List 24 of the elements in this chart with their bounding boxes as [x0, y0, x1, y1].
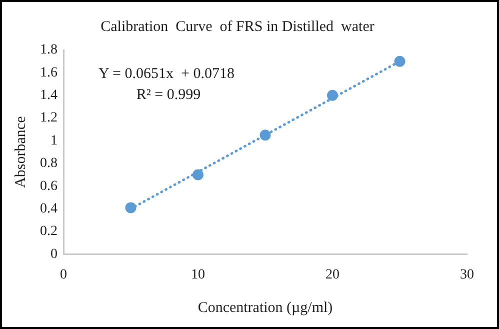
x-axis-title: Concentration (µg/ml) [198, 300, 333, 316]
y-tick-label: 1.8 [40, 42, 58, 58]
y-tick-label: 0.8 [40, 156, 58, 172]
point [260, 130, 271, 141]
x-tick-label: 20 [326, 267, 340, 282]
x-tick-label: 0 [60, 267, 67, 282]
point [192, 169, 204, 180]
annotation: R² = 0.999 [136, 86, 201, 103]
y-tick-label: 0.4 [40, 201, 58, 216]
chart-title: Calibration Curve of FRS in Distilled water [100, 18, 374, 35]
point [394, 56, 406, 67]
y-tick-label: 0.6 [40, 178, 58, 194]
y-tick-label: 0 [50, 246, 58, 262]
y-tick-label: 0.2 [40, 224, 58, 240]
x-tick-label: 30 [460, 267, 474, 282]
y-tick-label: 1.6 [40, 65, 58, 80]
y-tick-label: 1 [50, 133, 58, 148]
x-tick-label: 10 [191, 267, 205, 282]
y-axis-title: Absorbance [12, 116, 29, 188]
y-tick-label: 1.4 [40, 88, 58, 104]
point [125, 202, 136, 214]
point [327, 90, 338, 101]
y-tick-label: 1.2 [40, 110, 58, 126]
annotation: Y = 0.0651x + 0.0718 [98, 66, 234, 82]
